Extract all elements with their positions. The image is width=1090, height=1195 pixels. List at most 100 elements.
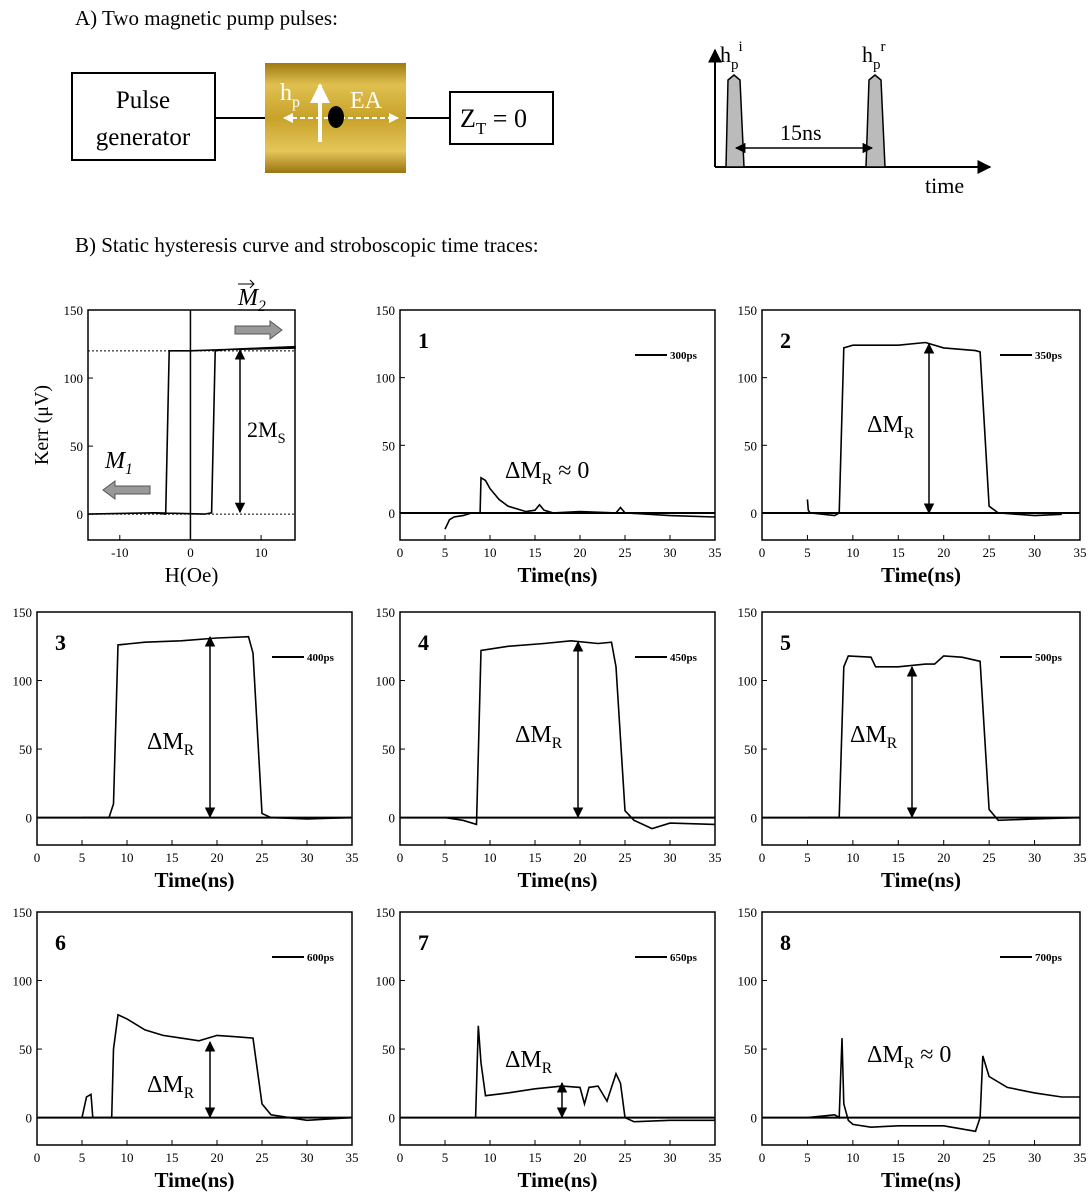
y-tick-label: 150 [13,905,33,920]
y-tick-label: 50 [19,1042,32,1057]
annotation: ΔMR [147,729,195,759]
trace [806,341,1062,517]
y-tick-label: 0 [77,507,84,522]
plot-frame [87,309,296,541]
x-tick-label: 10 [255,545,268,560]
trace [807,1038,1080,1133]
x-tick-label: 0 [187,545,194,560]
annotation-base: ΔM [515,722,552,748]
annotation-sub: R [542,471,553,488]
trace [444,476,716,530]
x-tick-label: 5 [804,850,811,865]
x-tick-label: 10 [846,1150,859,1165]
x-tick-label: 10 [484,850,497,865]
annotation-base: M [237,285,260,311]
setup-diagram: Pulse generator hp EA ZT = 0 [71,63,554,173]
x-tick-label: 5 [442,545,449,560]
annotation-base: 2M [247,417,278,442]
y-tick-label: 0 [751,1111,758,1126]
panel-label: 8 [780,930,791,955]
annotation-suffix: ≈ 0 [914,1042,951,1068]
plot-frame [399,309,716,541]
x-axis-label: Time(ns) [881,1168,961,1192]
field-sub: p [292,94,300,111]
x-axis-label: Time(ns) [517,868,597,892]
y-tick-label: 0 [389,811,396,826]
x-tick-label: 35 [346,1150,359,1165]
annotation-base: ΔM [505,1047,542,1073]
annotation-sub: R [552,735,563,752]
x-tick-label: 25 [983,1150,996,1165]
x-axis-label: Time(ns) [517,563,597,587]
x-tick-label: 15 [529,1150,542,1165]
y-tick-label: 100 [64,371,84,386]
annotation-base: ΔM [867,412,904,438]
annotation-base: M [104,448,127,474]
legend-label: 350ps [1035,350,1063,362]
annotation: ΔMR ≈ 0 [867,1042,951,1072]
x-axis-label: Time(ns) [881,563,961,587]
y-tick-label: 150 [738,605,758,620]
x-tick-label: 10 [121,850,134,865]
x-tick-label: 20 [574,850,587,865]
x-tick-label: 20 [574,545,587,560]
x-tick-label: 15 [892,545,905,560]
y-tick-label: 100 [376,674,396,689]
y-tick-label: 50 [382,1042,395,1057]
x-tick-label: 0 [397,545,404,560]
annotation-sub: R [184,742,195,759]
vector-mark [238,279,255,289]
annotation-sub: R [904,425,915,442]
plot-frame [761,309,1081,541]
pr-sub: p [873,57,881,73]
x-axis-label: Time(ns) [154,868,234,892]
x-tick-label: 5 [79,1150,86,1165]
time-label: time [925,173,964,198]
x-tick-label: 15 [166,850,179,865]
y-tick-label: 50 [70,439,83,454]
x-tick-label: 20 [211,850,224,865]
x-tick-label: 5 [804,545,811,560]
annotation-sub: R [184,1085,195,1102]
term-base: Z [460,104,476,133]
y-tick-label: 100 [13,974,33,989]
legend-label: 500ps [1035,652,1063,664]
x-tick-label: 35 [709,850,722,865]
y-tick-label: 0 [751,506,758,521]
y-tick-label: 0 [751,811,758,826]
y-tick-label: 100 [376,371,396,386]
annotation-base: ΔM [505,458,542,484]
panel-label: 5 [780,630,791,655]
trace [807,655,1081,822]
plot-frame [36,611,353,846]
field-base: h [280,80,292,106]
termination-label: ZT = 0 [460,104,527,138]
trace [444,639,716,830]
annotation-sub: 2 [258,298,266,315]
y-axis-label: Kerr (μV) [31,385,53,465]
annotation: M2 [237,285,266,315]
x-tick-label: -10 [111,545,128,560]
panel-label: 3 [55,630,66,655]
x-tick-label: 5 [442,850,449,865]
x-tick-label: 35 [1074,545,1087,560]
y-tick-label: 50 [744,438,757,453]
x-tick-label: 30 [301,1150,314,1165]
x-tick-label: 35 [346,850,359,865]
y-tick-label: 0 [389,506,396,521]
x-tick-label: 10 [484,1150,497,1165]
x-tick-label: 30 [664,545,677,560]
x-tick-label: 25 [256,1150,269,1165]
x-tick-label: 25 [983,850,996,865]
pulse-incident [725,74,745,168]
pulse-i-label: hpi [720,39,743,73]
y-tick-label: 150 [376,605,396,620]
plot-frame [399,911,716,1146]
y-tick-label: 0 [26,811,33,826]
pulse-diagram: 15ns time hpi hpr [708,39,992,198]
x-tick-label: 15 [529,545,542,560]
x-tick-label: 15 [529,850,542,865]
annotation-sub: S [278,431,286,447]
legend-label: 600ps [307,952,335,964]
